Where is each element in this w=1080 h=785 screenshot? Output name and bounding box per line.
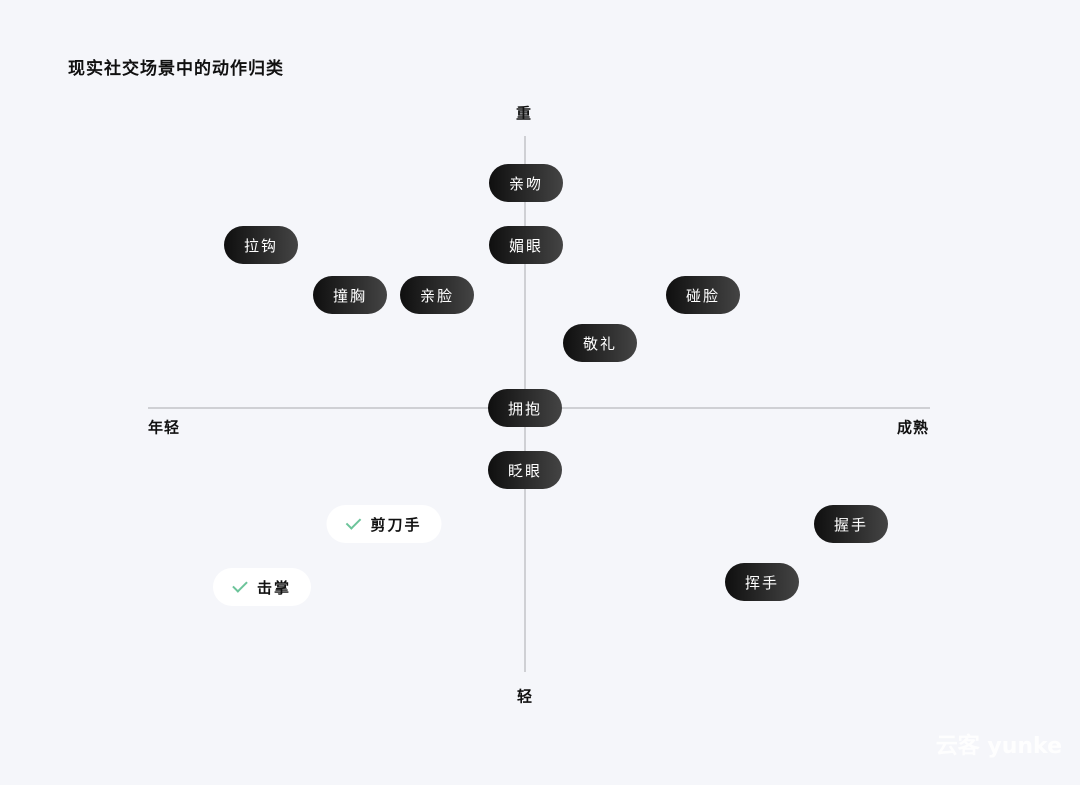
- item-pill: 拥抱: [488, 389, 562, 427]
- item-label: 撞胸: [332, 286, 367, 305]
- item-pill: 敬礼: [563, 324, 637, 362]
- check-icon: [232, 577, 248, 593]
- item-pill: 挥手: [725, 563, 799, 601]
- item-label: 击掌: [256, 578, 292, 597]
- item-label: 握手: [833, 515, 868, 534]
- item-label: 挥手: [744, 573, 779, 592]
- item-label: 亲脸: [419, 286, 454, 305]
- item-label: 拥抱: [507, 399, 542, 418]
- axis-label-bottom: 轻: [516, 687, 534, 706]
- item-pill: 撞胸: [313, 276, 387, 314]
- item-pill: 亲脸: [400, 276, 474, 314]
- item-label: 媚眼: [508, 236, 543, 255]
- axis-label-right: 成熟: [896, 418, 930, 437]
- item-label: 亲吻: [508, 174, 543, 193]
- item-label: 剪刀手: [370, 515, 422, 534]
- check-icon: [345, 514, 362, 530]
- item-pill: 媚眼: [489, 226, 563, 264]
- item-label: 眨眼: [507, 461, 542, 480]
- item-pill: 眨眼: [488, 451, 562, 489]
- item-label: 拉钩: [243, 236, 278, 255]
- item-pill: 握手: [814, 505, 888, 543]
- axis-label-left: 年轻: [147, 418, 181, 437]
- item-label: 碰脸: [685, 286, 720, 305]
- item-pill: 亲吻: [489, 164, 563, 202]
- item-pill-checked: 剪刀手: [326, 505, 442, 543]
- diagram-title: 现实社交场景中的动作归类: [68, 59, 284, 79]
- item-pill: 拉钩: [224, 226, 298, 264]
- watermark-logo: 云客 yunke: [935, 734, 1062, 759]
- item-pill: 碰脸: [666, 276, 740, 314]
- item-pill-checked: 击掌: [212, 568, 312, 606]
- axis-label-top: 重: [515, 104, 533, 123]
- item-label: 敬礼: [582, 334, 617, 353]
